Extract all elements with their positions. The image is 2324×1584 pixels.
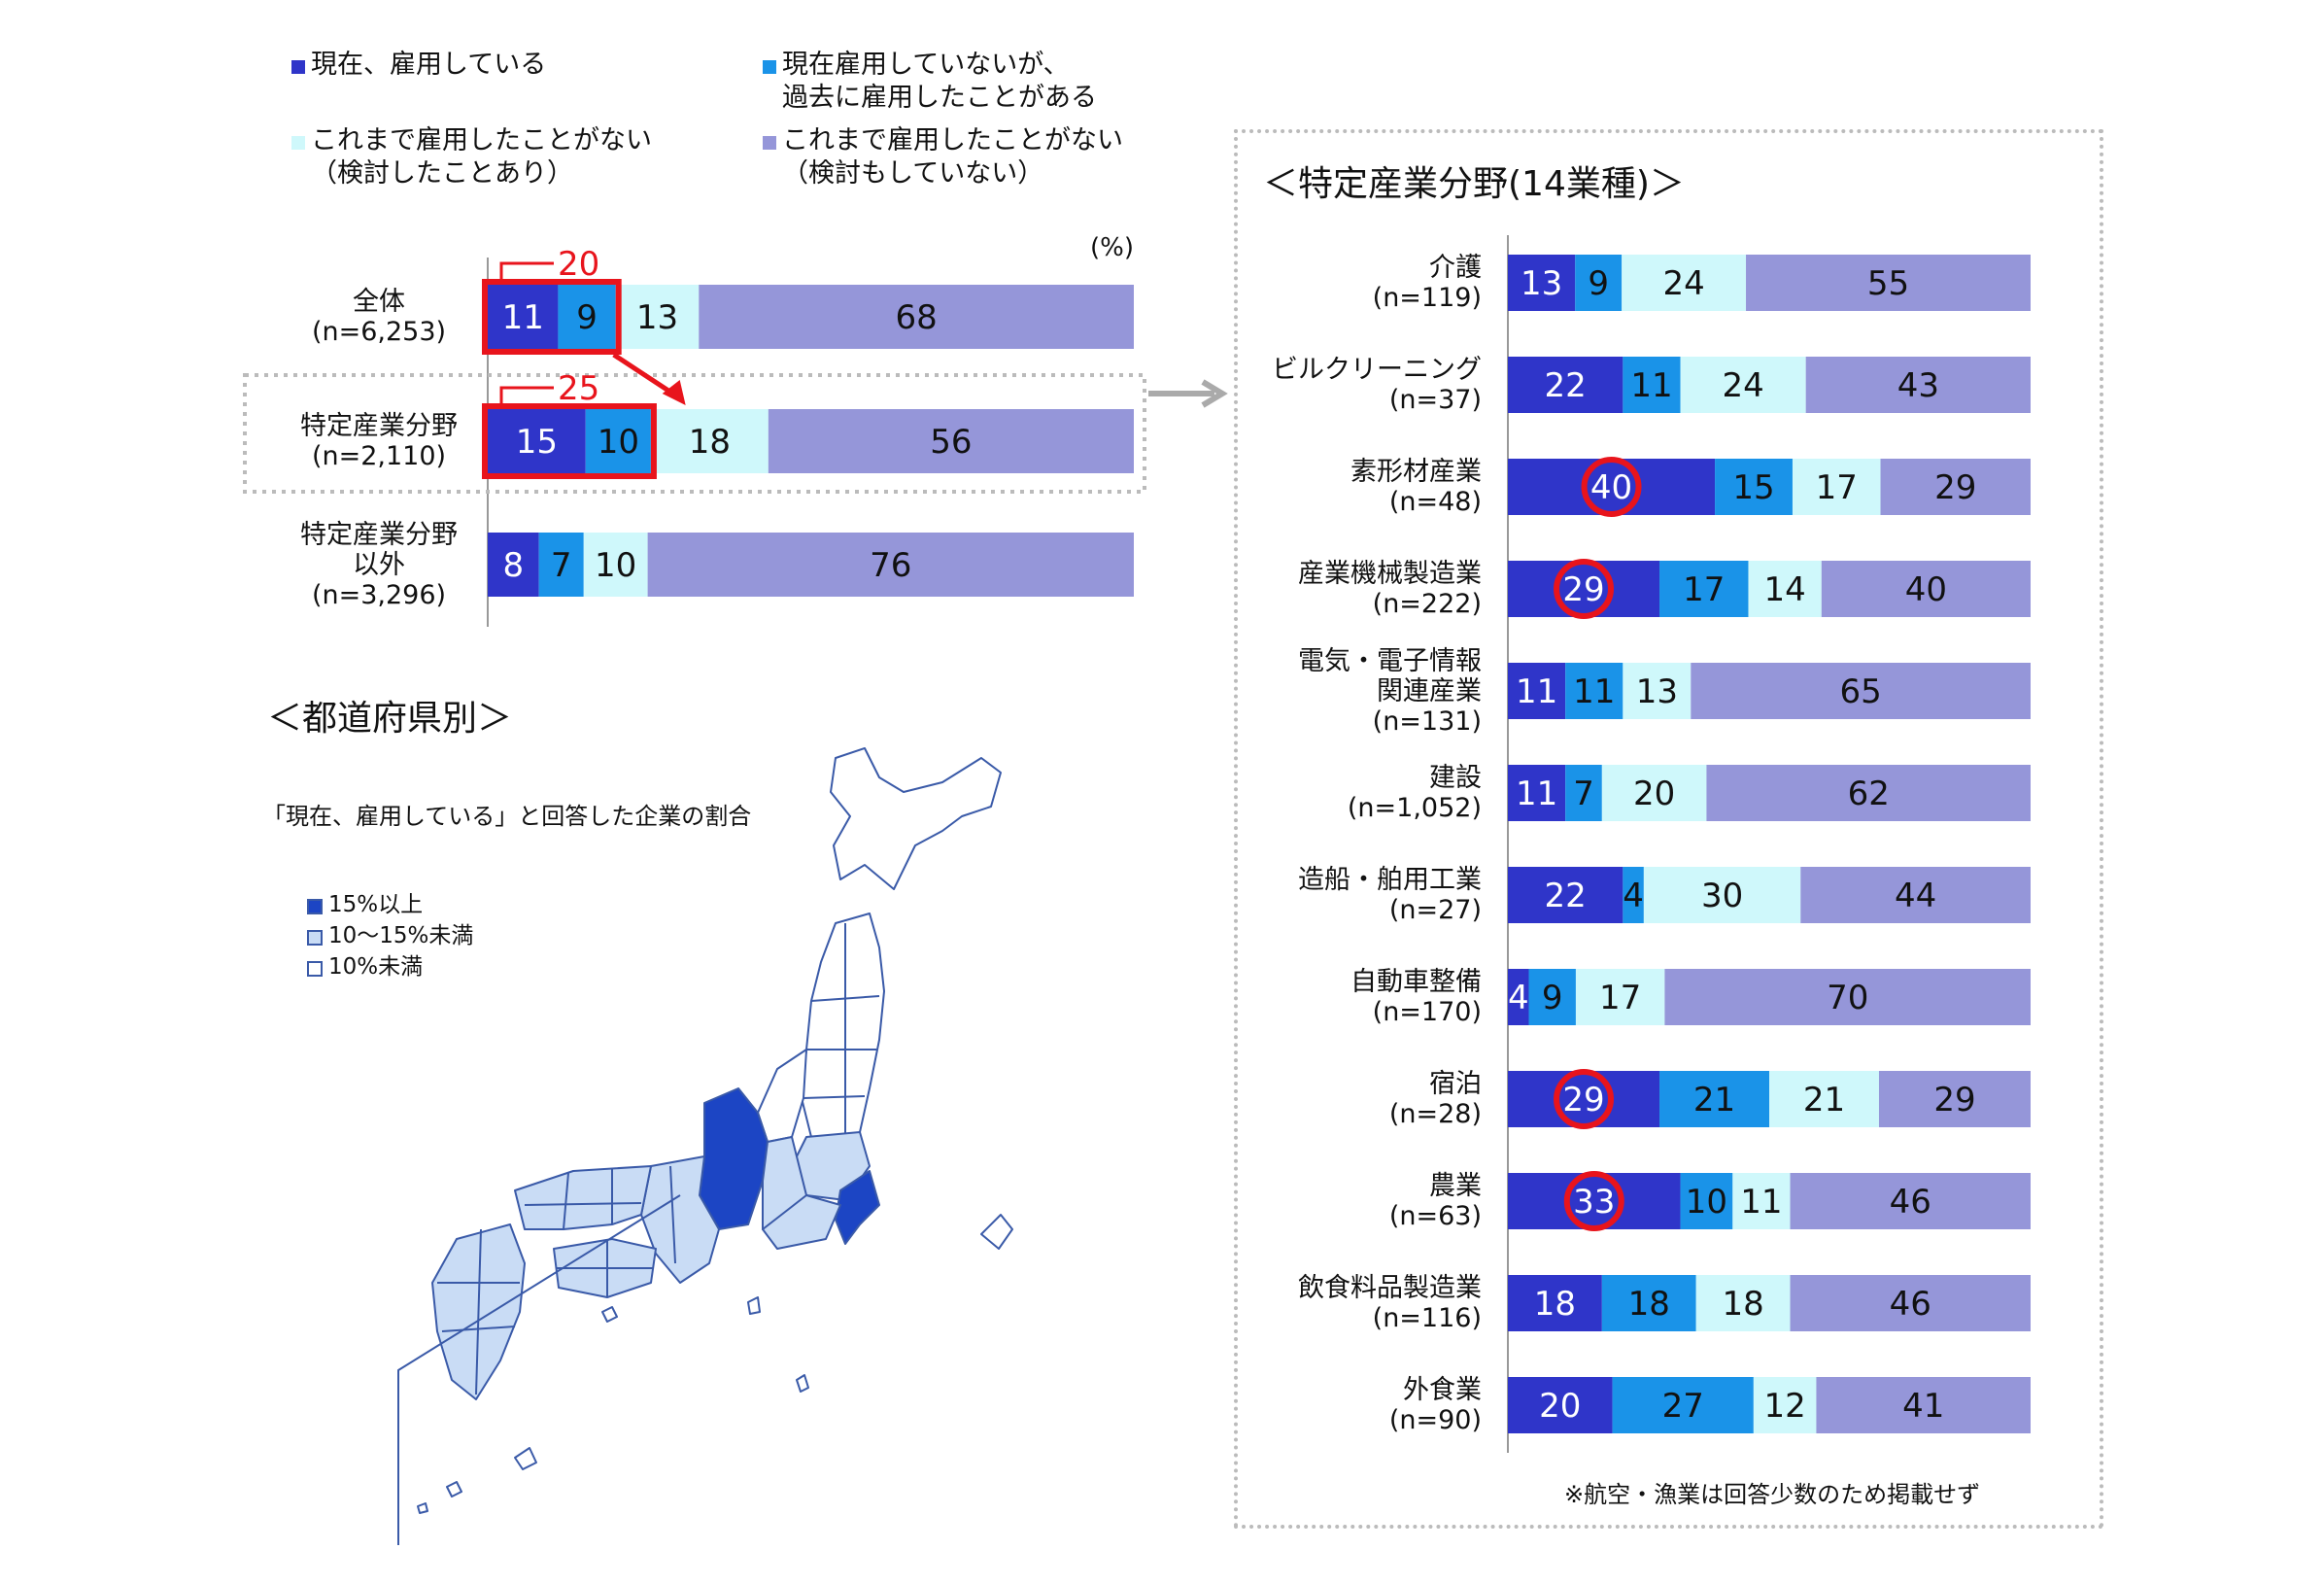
bar-value-label: 9	[1542, 979, 1563, 1017]
bar-value-label: 18	[1722, 1285, 1763, 1324]
bar-value-label: 46	[1890, 1285, 1931, 1324]
bar-value-label: 15	[1732, 468, 1774, 507]
bar-value-label: 65	[1840, 672, 1882, 711]
bar-value-label: 17	[1816, 468, 1858, 507]
bar-value-label: 17	[1599, 979, 1641, 1017]
bar-value-label: 40	[1905, 570, 1947, 609]
bar-value-label: 33	[1573, 1183, 1615, 1222]
bar-value-label: 22	[1545, 877, 1587, 915]
bar-value-label: 9	[1588, 264, 1609, 303]
bar-value-label: 29	[1933, 1081, 1975, 1119]
bar-value-label: 41	[1902, 1387, 1944, 1426]
bar-value-label: 18	[1628, 1285, 1670, 1324]
bar-value-label: 20	[1633, 775, 1675, 813]
bar-value-label: 22	[1545, 366, 1587, 405]
bar-value-label: 24	[1662, 264, 1704, 303]
bar-value-label: 55	[1867, 264, 1909, 303]
bar-value-label: 29	[1562, 1081, 1604, 1119]
bar-value-label: 4	[1508, 979, 1529, 1017]
bar-value-label: 17	[1683, 570, 1725, 609]
bar-value-label: 21	[1693, 1081, 1735, 1119]
bar-value-label: 29	[1562, 570, 1604, 609]
bar-value-label: 29	[1934, 468, 1976, 507]
right-stacked-bar-chart: 13 9 24 55 22 11 24 43 40 15 17 29 29 17 14 40 11 11 13 65 1…	[0, 0, 2137, 1555]
bar-value-label: 43	[1897, 366, 1939, 405]
bar-value-label: 27	[1662, 1387, 1704, 1426]
bar-value-label: 12	[1764, 1387, 1806, 1426]
bar-value-label: 4	[1623, 877, 1644, 915]
bar-value-label: 14	[1764, 570, 1806, 609]
bar-value-label: 44	[1895, 877, 1936, 915]
bar-value-label: 21	[1803, 1081, 1845, 1119]
bar-value-label: 10	[1686, 1183, 1727, 1222]
right-chart-note: ※航空・漁業は回答少数のため掲載せず	[1564, 1475, 1980, 1509]
bar-value-label: 70	[1827, 979, 1868, 1017]
bar-value-label: 46	[1890, 1183, 1931, 1222]
bar-value-label: 62	[1848, 775, 1890, 813]
bar-value-label: 20	[1539, 1387, 1581, 1426]
bar-value-label: 11	[1630, 366, 1672, 405]
bar-value-label: 24	[1722, 366, 1763, 405]
bar-value-label: 11	[1573, 672, 1615, 711]
bar-value-label: 13	[1521, 264, 1562, 303]
bar-value-label: 11	[1516, 775, 1557, 813]
bar-value-label: 11	[1740, 1183, 1782, 1222]
bar-value-label: 11	[1516, 672, 1557, 711]
bar-value-label: 13	[1636, 672, 1678, 711]
bar-value-label: 40	[1590, 468, 1632, 507]
bar-value-label: 30	[1701, 877, 1743, 915]
bar-value-label: 18	[1534, 1285, 1576, 1324]
bar-value-label: 7	[1573, 775, 1594, 813]
